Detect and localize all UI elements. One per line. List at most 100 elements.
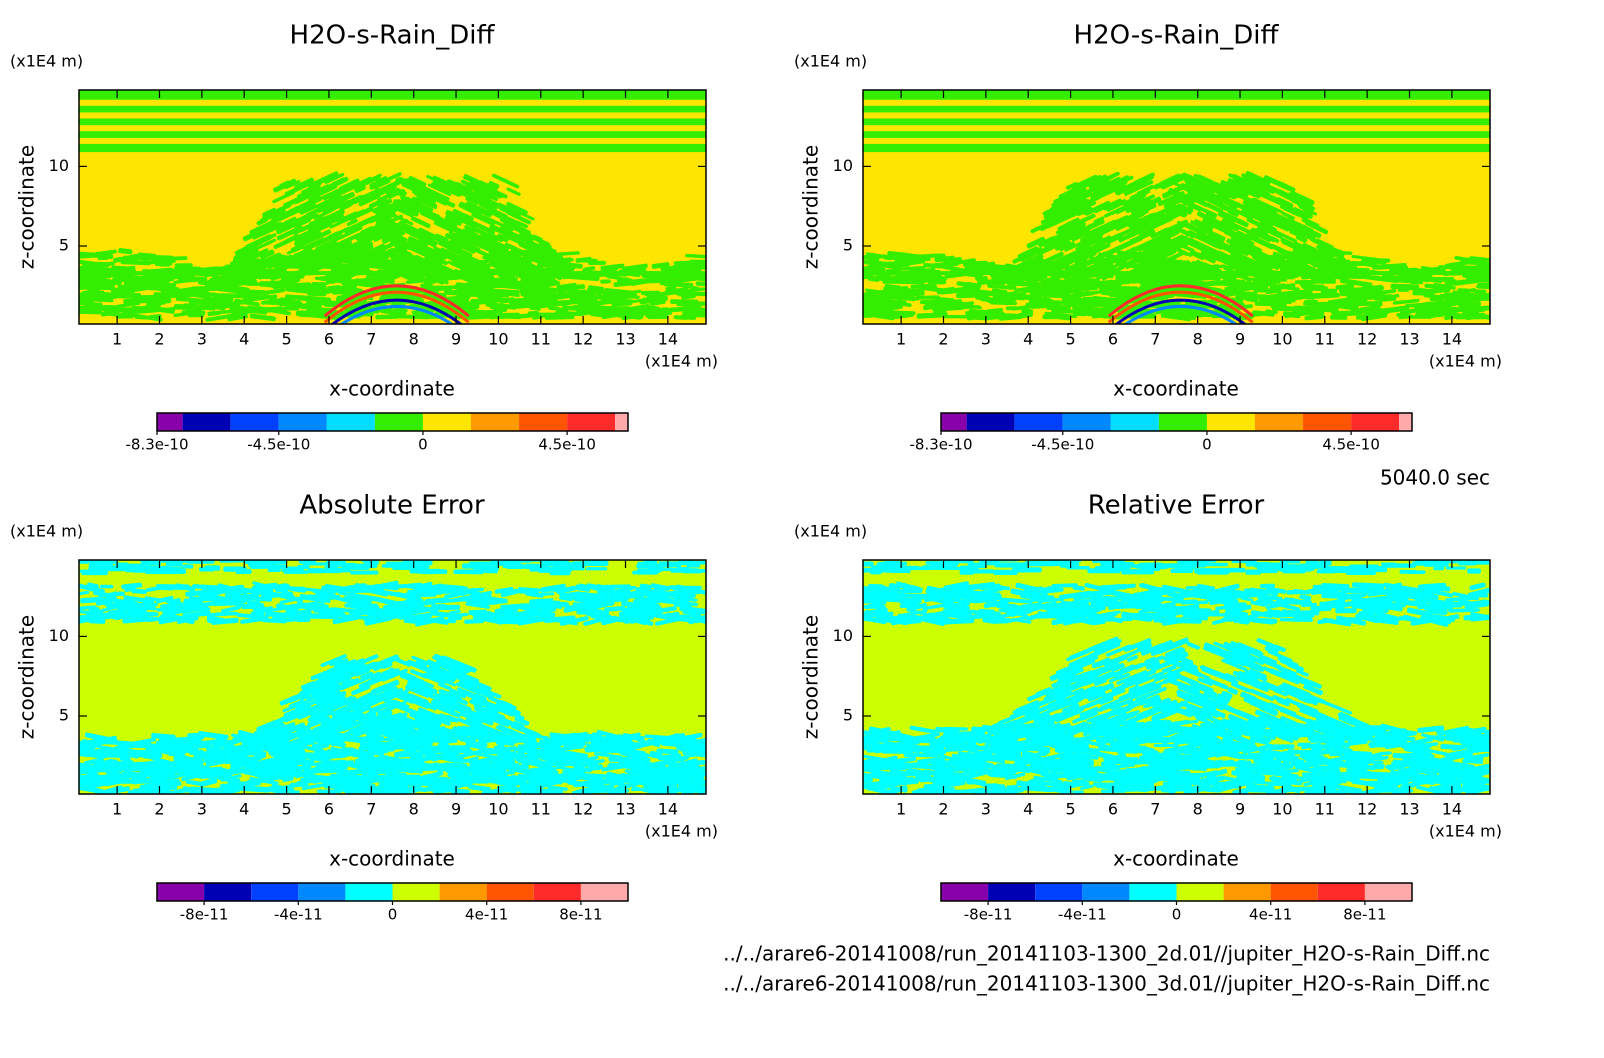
contour-field [64,557,721,797]
colorbar-segment [375,413,423,431]
field-cell [517,744,534,750]
field-cell [307,615,340,619]
colorbar-segment [1207,413,1255,431]
colorbar-tick-label: 0 [418,436,428,454]
field-cell [695,281,710,286]
field-cell [597,616,618,620]
x-tick-label: 5 [281,800,291,819]
x-tick-label: 10 [1272,330,1292,349]
contour-panel: Absolute Error(x1E4 m)z-coordinate(x1E4 … [10,491,721,924]
field-cell [134,261,157,264]
field-cell [670,299,698,304]
x-tick-label: 1 [896,330,906,349]
field-cell [615,589,627,593]
field-cell [636,569,660,573]
field-cell [313,755,332,760]
colorbar-segment [1255,413,1303,431]
field-band [79,138,706,144]
field-cell [453,569,478,574]
field-cell [637,565,654,569]
x-tick-label: 11 [1315,330,1335,349]
colorbar-segment [1351,413,1399,431]
field-cell [205,565,221,570]
x-tick-label: 4 [1023,330,1033,349]
colorbar-tick-label: -4.5e-10 [1031,436,1094,454]
x-axis-label: x-coordinate [329,847,455,871]
field-band [863,138,1490,144]
contour-panel: H2O-s-Rain_Diff(x1E4 m)z-coordinate(x1E4… [10,21,720,454]
y-axis-label: z-coordinate [15,145,39,269]
field-cell [529,568,552,572]
colorbar-segment [157,413,183,431]
x-tick-label: 13 [615,330,635,349]
field-cell [1330,315,1347,320]
field-cell [873,310,889,315]
field-band [79,100,706,106]
field-cell [342,786,353,792]
field-cell [1294,306,1312,311]
field-cell [96,287,116,291]
field-cell [311,282,326,288]
field-cell [663,282,693,287]
x-tick-label: 8 [409,330,419,349]
x-axis-label: x-coordinate [329,377,455,401]
x-tick-label: 8 [409,800,419,819]
field-cell [682,311,708,317]
field-cell [1319,293,1330,298]
x-tick-label: 9 [451,800,461,819]
colorbar-segment [231,413,279,431]
field-cell [86,611,97,616]
field-cell [490,304,509,309]
field-cell [1126,286,1138,292]
field-cell [548,762,581,766]
x-tick-label: 9 [1235,330,1245,349]
colorbar-segment [1015,413,1063,431]
field-cell [1006,306,1017,310]
field-cell [166,562,183,566]
x-tick-label: 6 [1108,330,1118,349]
field-cell [392,565,419,569]
x-tick-label: 10 [488,800,508,819]
field-cell [545,587,559,592]
field-cell [1217,282,1230,286]
colorbar-segment [581,883,628,901]
contour-field [848,557,1503,797]
field-band [79,125,706,131]
field-cell [1272,275,1295,279]
colorbar-segment [204,883,251,901]
field-cell [1304,286,1328,292]
y-axis-label: z-coordinate [15,615,39,739]
colorbar-segment [471,413,519,431]
file-path: ../../arare6-20141008/run_20141103-1300_… [723,942,1490,966]
field-cell [600,279,611,284]
field-cell [880,290,896,294]
x-tick-label: 2 [154,800,164,819]
colorbar-tick-label: 4.5e-10 [538,436,596,454]
colorbar-tick-label: -8.3e-10 [910,436,973,454]
field-band [863,100,1490,106]
colorbar-segment [157,883,204,901]
x-tick-label: 3 [197,800,207,819]
colorbar-segment [251,883,298,901]
x-tick-label: 1 [112,800,122,819]
field-cell [236,569,252,574]
contour-panel: H2O-s-Rain_Diff(x1E4 m)z-coordinate(x1E4… [794,21,1502,454]
x-tick-label: 12 [1357,330,1377,349]
field-cell [475,310,503,315]
x-tick-label: 2 [938,330,948,349]
x-tick-label: 10 [488,330,508,349]
field-cell [302,562,329,565]
field-cell [860,314,872,318]
x-tick-label: 14 [658,330,678,349]
y-unit: (x1E4 m) [794,52,867,71]
field-cell [610,595,641,598]
field-cell [284,570,309,573]
x-tick-label: 14 [658,800,678,819]
file-path: ../../arare6-20141008/run_20141103-1300_… [723,972,1490,996]
field-cell [464,619,484,624]
colorbar-tick-label: 8e-11 [559,906,602,924]
x-tick-label: 13 [1399,330,1419,349]
colorbar-tick-label: -4.5e-10 [247,436,310,454]
y-axis-label: z-coordinate [799,145,823,269]
